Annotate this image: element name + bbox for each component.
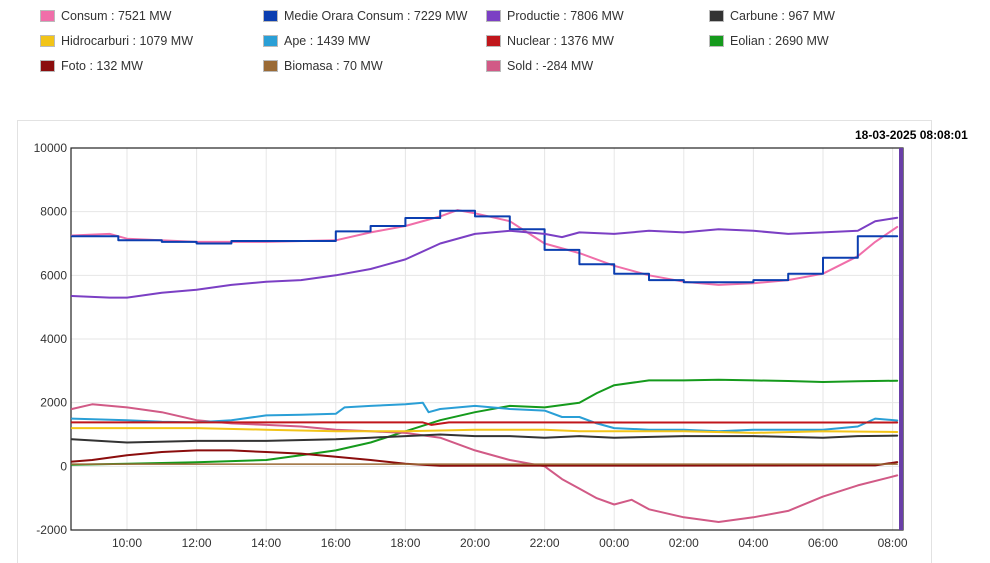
y-tick-label: 0 [60,459,67,473]
y-tick-label: 8000 [40,205,67,219]
legend-item[interactable]: Carbune : 967 MW [709,8,835,24]
x-tick-label: 06:00 [808,536,838,550]
legend-item[interactable]: Eolian : 2690 MW [709,33,829,49]
legend-label: Hidrocarburi : 1079 MW [61,34,193,48]
x-tick-label: 16:00 [321,536,351,550]
legend-item[interactable]: Hidrocarburi : 1079 MW [40,33,193,49]
legend-item[interactable]: Consum : 7521 MW [40,8,171,24]
x-tick-label: 08:00 [878,536,908,550]
x-tick-label: 02:00 [669,536,699,550]
legend-swatch [263,60,278,72]
legend-label: Productie : 7806 MW [507,9,624,23]
legend-label: Consum : 7521 MW [61,9,172,23]
legend-item[interactable]: Foto : 132 MW [40,58,143,74]
x-tick-label: 04:00 [738,536,768,550]
legend-item[interactable]: Medie Orara Consum : 7229 MW [263,8,467,24]
legend-swatch [486,10,501,22]
x-tick-label: 20:00 [460,536,490,550]
legend-item[interactable]: Productie : 7806 MW [486,8,624,24]
y-tick-label: 6000 [40,268,67,282]
legend: Consum : 7521 MW Medie Orara Consum : 722… [0,0,990,80]
legend-swatch [40,10,55,22]
series-line-ape [70,401,899,433]
series-line-medie-orara-consum [70,209,899,284]
x-tick-label: 22:00 [530,536,560,550]
legend-label: Sold : -284 MW [507,59,594,73]
legend-swatch [709,10,724,22]
y-tick-label: 4000 [40,332,67,346]
legend-item[interactable]: Biomasa : 70 MW [263,58,383,74]
legend-swatch [263,35,278,47]
series-line-foto [70,449,899,467]
series-line-consum [70,209,899,286]
legend-swatch [486,35,501,47]
legend-swatch [709,35,724,47]
legend-swatch [40,35,55,47]
series-line-carbune [70,433,899,444]
legend-label: Ape : 1439 MW [284,34,371,48]
y-tick-label: 10000 [34,141,68,155]
legend-swatch [486,60,501,72]
legend-label: Biomasa : 70 MW [284,59,383,73]
series-line-hidrocarburi [70,427,899,434]
chart-timestamp: 18-03-2025 08:08:01 [855,128,968,142]
series-line-eolian [70,378,899,466]
x-tick-label: 14:00 [251,536,281,550]
x-tick-label: 12:00 [182,536,212,550]
series-line-nuclear [70,421,899,426]
legend-label: Carbune : 967 MW [730,9,835,23]
y-tick-label: -2000 [36,523,67,537]
legend-item[interactable]: Sold : -284 MW [486,58,593,74]
y-tick-label: 2000 [40,396,67,410]
legend-swatch [263,10,278,22]
series-line-productie [70,216,899,299]
legend-label: Foto : 132 MW [61,59,143,73]
x-tick-label: 18:00 [390,536,420,550]
legend-item[interactable]: Ape : 1439 MW [263,33,370,49]
legend-swatch [40,60,55,72]
legend-label: Medie Orara Consum : 7229 MW [284,9,468,23]
legend-label: Nuclear : 1376 MW [507,34,614,48]
current-time-marker [899,148,903,530]
x-tick-label: 00:00 [599,536,629,550]
legend-label: Eolian : 2690 MW [730,34,829,48]
x-tick-label: 10:00 [112,536,142,550]
legend-item[interactable]: Nuclear : 1376 MW [486,33,614,49]
